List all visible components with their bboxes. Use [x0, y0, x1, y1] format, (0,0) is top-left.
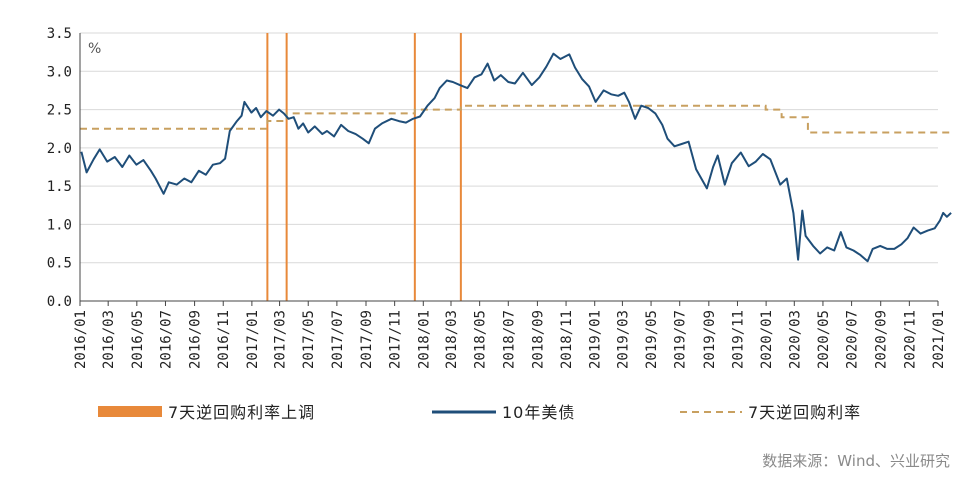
- x-tick-label: 2017/03: [273, 310, 289, 369]
- x-tick-label: 2016/11: [216, 310, 232, 369]
- y-tick-label: 2.0: [47, 141, 72, 157]
- x-tick-label: 2016/07: [158, 310, 174, 369]
- legend-label-treasury-10y: 10年美债: [502, 403, 575, 422]
- x-tick-label: 2019/09: [702, 310, 718, 369]
- x-tick-label: 2018/05: [473, 310, 489, 369]
- x-tick-label: 2017/07: [330, 310, 346, 369]
- x-tick-label: 2019/01: [588, 310, 604, 369]
- x-tick-label: 2019/05: [644, 310, 660, 369]
- x-tick-labels: 2016/01 2016/03 2016/05 2016/07 2016/09 2016/…: [73, 301, 947, 369]
- y-tick-label: 1.5: [47, 179, 72, 195]
- x-tick-label: 2017/05: [301, 310, 317, 369]
- x-tick-label: 2020/05: [816, 310, 832, 369]
- x-tick-label: 2018/07: [501, 310, 517, 369]
- x-tick-label: 2017/01: [245, 310, 261, 369]
- x-tick-label: 2020/11: [902, 310, 918, 369]
- x-tick-label: 2016/03: [101, 310, 117, 369]
- legend-swatch-policy-hike: [98, 406, 162, 417]
- legend: 7天逆回购利率上调 10年美债 7天逆回购利率: [98, 403, 861, 422]
- y-tick-label: 2.5: [47, 103, 72, 119]
- x-tick-label: 2018/09: [530, 310, 546, 369]
- x-tick-label: 2020/09: [874, 310, 890, 369]
- unit-label: %: [88, 41, 101, 57]
- legend-label-repo-rate: 7天逆回购利率: [748, 403, 861, 422]
- x-tick-label: 2020/03: [787, 310, 803, 369]
- x-tick-label: 2018/11: [559, 310, 575, 369]
- x-tick-label: 2017/09: [359, 310, 375, 369]
- x-tick-label: 2016/01: [73, 310, 89, 369]
- y-tick-label: 0.0: [47, 294, 72, 310]
- y-tick-label: 3.5: [47, 26, 72, 42]
- x-tick-label: 2018/01: [416, 310, 432, 369]
- x-tick-label: 2019/11: [730, 310, 746, 369]
- x-tick-label: 2018/03: [444, 310, 460, 369]
- x-tick-label: 2020/07: [845, 310, 861, 369]
- x-tick-label: 2016/09: [188, 310, 204, 369]
- x-tick-label: 2019/03: [615, 310, 631, 369]
- y-tick-labels: 0.0 0.5 1.0 1.5 2.0 2.5 3.0 3.5: [47, 26, 72, 310]
- x-tick-label: 2017/11: [388, 310, 404, 369]
- y-tick-label: 3.0: [47, 64, 72, 80]
- grid-lines: [80, 32, 938, 264]
- y-tick-label: 0.5: [47, 256, 72, 272]
- y-tick-label: 1.0: [47, 217, 72, 233]
- treasury-10y-line: [80, 52, 952, 263]
- repo-rate-dashed-line: [80, 104, 953, 134]
- policy-hike-markers: [266, 33, 462, 301]
- x-tick-label: 2021/01: [931, 310, 947, 369]
- x-tick-label: 2020/01: [759, 310, 775, 369]
- x-tick-label: 2016/05: [130, 310, 146, 369]
- data-source-note: 数据来源：Wind、兴业研究: [762, 452, 950, 470]
- legend-label-policy-hike: 7天逆回购利率上调: [168, 403, 315, 422]
- x-tick-label: 2019/07: [673, 310, 689, 369]
